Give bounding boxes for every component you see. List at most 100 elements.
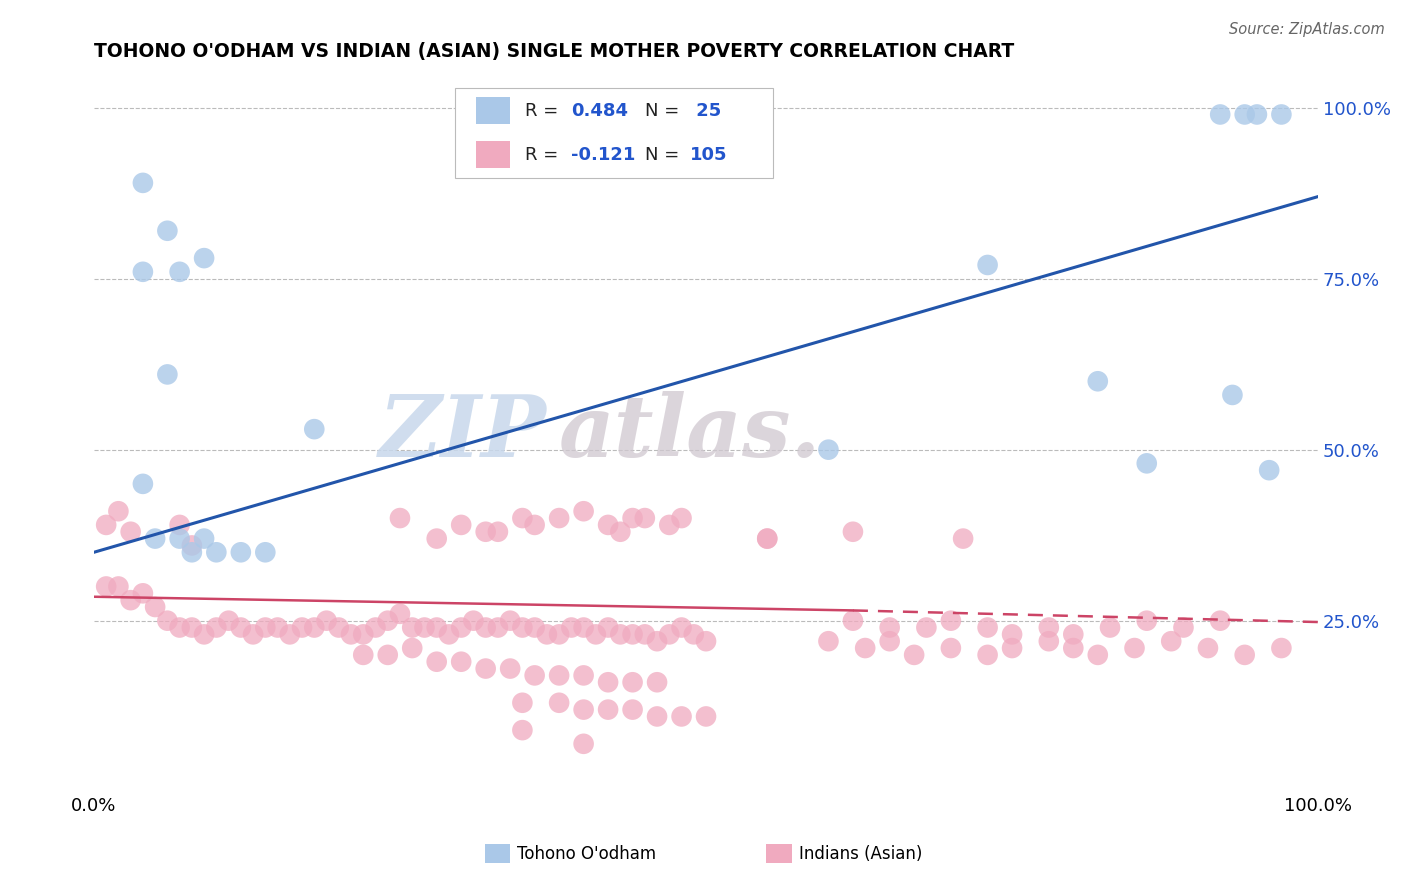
Point	[388, 511, 411, 525]
Point	[621, 703, 644, 717]
Point	[1062, 627, 1084, 641]
Point	[853, 641, 876, 656]
Point	[585, 627, 607, 641]
Point	[645, 634, 668, 648]
Point	[474, 524, 496, 539]
Point	[193, 251, 215, 265]
Point	[120, 524, 142, 539]
Text: Tohono O'odham: Tohono O'odham	[517, 845, 657, 863]
Point	[634, 627, 657, 641]
Point	[560, 621, 582, 635]
Point	[180, 545, 202, 559]
Text: N =: N =	[645, 102, 685, 120]
Text: atlas.: atlas.	[560, 391, 821, 475]
Point	[598, 621, 620, 635]
Point	[1258, 463, 1281, 477]
Point	[548, 696, 571, 710]
Point	[548, 668, 571, 682]
Point	[132, 176, 155, 190]
Point	[1222, 388, 1244, 402]
Point	[1001, 641, 1024, 656]
Point	[401, 621, 423, 635]
Point	[609, 524, 631, 539]
Point	[426, 655, 449, 669]
Text: 0.484: 0.484	[571, 102, 628, 120]
Point	[621, 511, 644, 525]
Point	[193, 627, 215, 641]
Point	[695, 634, 717, 648]
Point	[486, 524, 509, 539]
Point	[512, 511, 534, 525]
Point	[1233, 107, 1256, 121]
Point	[205, 621, 228, 635]
Point	[352, 627, 374, 641]
Point	[572, 504, 595, 518]
Point	[193, 532, 215, 546]
Point	[512, 696, 534, 710]
Point	[1209, 107, 1232, 121]
Point	[976, 621, 998, 635]
Point	[120, 593, 142, 607]
Point	[304, 621, 326, 635]
Point	[1087, 648, 1109, 662]
Point	[682, 627, 704, 641]
Point	[242, 627, 264, 641]
Point	[377, 648, 399, 662]
Point	[671, 709, 693, 723]
Text: R =: R =	[524, 102, 564, 120]
Point	[842, 524, 865, 539]
Point	[1270, 641, 1292, 656]
Point	[939, 614, 962, 628]
Point	[169, 532, 191, 546]
Point	[1270, 107, 1292, 121]
Point	[1087, 374, 1109, 388]
Point	[976, 258, 998, 272]
Point	[695, 709, 717, 723]
Point	[512, 723, 534, 738]
Point	[572, 621, 595, 635]
Point	[915, 621, 938, 635]
Point	[1123, 641, 1146, 656]
Point	[879, 621, 901, 635]
Point	[1062, 641, 1084, 656]
Point	[107, 579, 129, 593]
Point	[169, 517, 191, 532]
Point	[598, 675, 620, 690]
Text: ZIP: ZIP	[380, 391, 547, 475]
Point	[96, 517, 118, 532]
Point	[463, 614, 485, 628]
Point	[1197, 641, 1219, 656]
Point	[572, 703, 595, 717]
Point	[364, 621, 387, 635]
Point	[1098, 621, 1121, 635]
Point	[340, 627, 363, 641]
FancyBboxPatch shape	[456, 87, 773, 178]
Point	[169, 265, 191, 279]
Text: N =: N =	[645, 145, 685, 163]
Point	[1173, 621, 1195, 635]
Point	[1246, 107, 1268, 121]
Point	[658, 627, 681, 641]
Point	[156, 224, 179, 238]
Point	[229, 545, 252, 559]
Point	[107, 504, 129, 518]
Point	[132, 476, 155, 491]
Point	[523, 621, 546, 635]
Point	[621, 675, 644, 690]
Point	[278, 627, 301, 641]
Point	[903, 648, 925, 662]
Point	[939, 641, 962, 656]
Point	[621, 627, 644, 641]
Point	[486, 621, 509, 635]
Point	[474, 621, 496, 635]
Text: -0.121: -0.121	[571, 145, 636, 163]
Point	[450, 517, 472, 532]
Point	[132, 265, 155, 279]
Point	[658, 517, 681, 532]
Point	[401, 641, 423, 656]
Point	[598, 517, 620, 532]
Point	[388, 607, 411, 621]
Point	[304, 422, 326, 436]
Point	[842, 614, 865, 628]
Point	[548, 511, 571, 525]
